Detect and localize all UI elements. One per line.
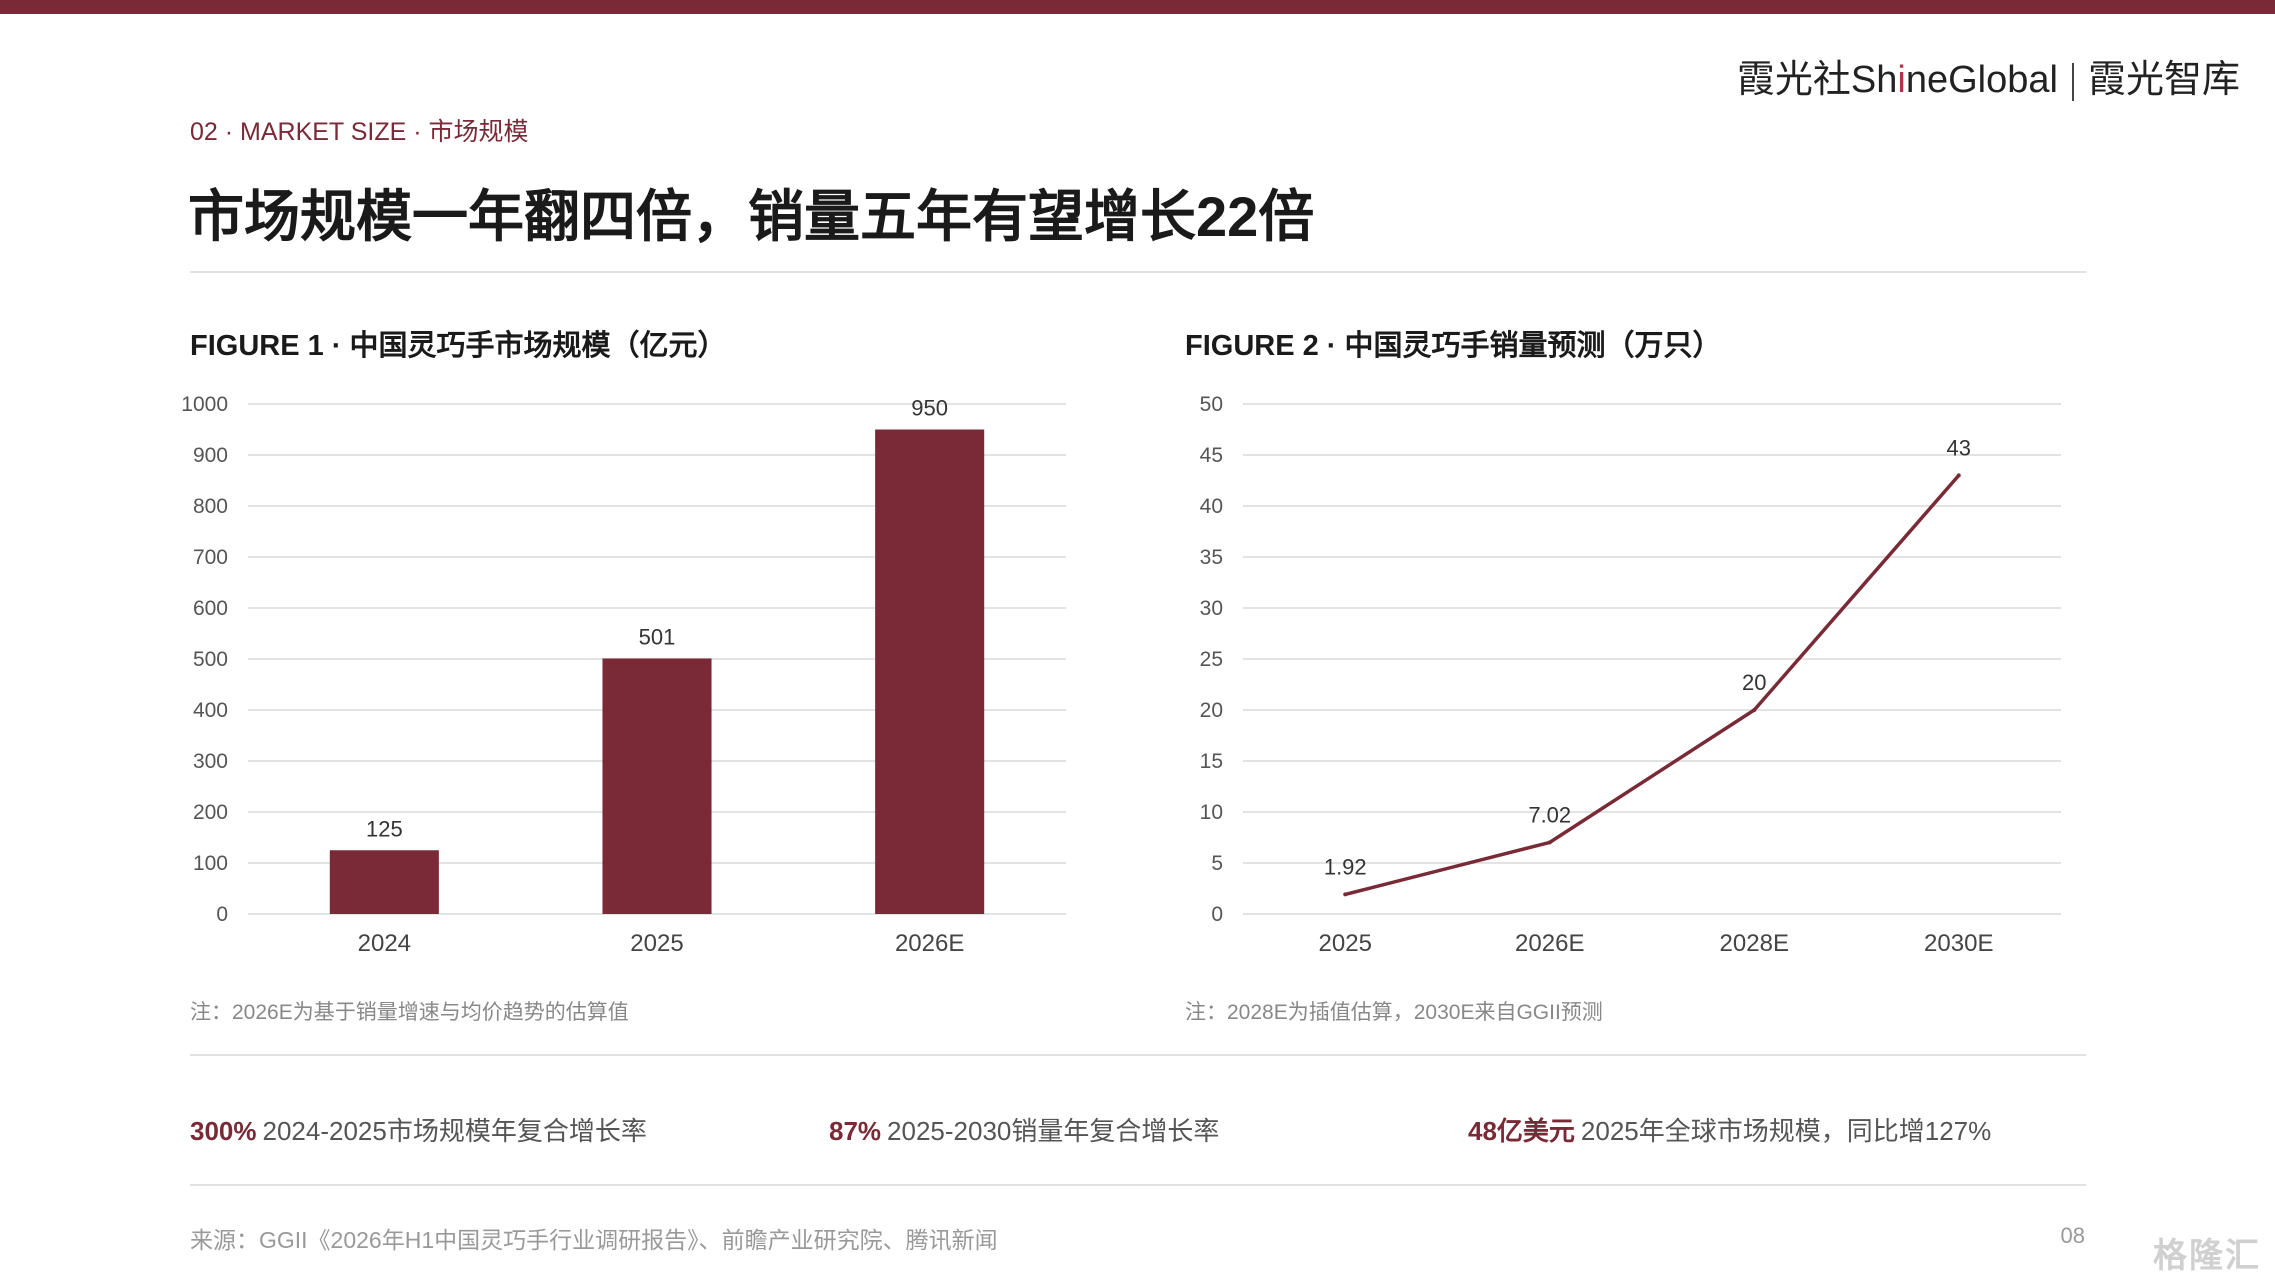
- x-tick-label: 2025: [630, 930, 683, 957]
- brand-name-en-accent: i: [1897, 59, 1906, 101]
- brand-name-cn: 霞光社: [1736, 59, 1851, 101]
- stat-label: 2025-2030销量年复合增长率: [887, 1116, 1220, 1146]
- stat-value: 48亿美元: [1468, 1116, 1575, 1146]
- figure2-note: 注：2028E为插值估算，2030E来自GGII预测: [1185, 1001, 1603, 1024]
- x-tick-label: 2026E: [895, 930, 964, 957]
- y-tick-label: 300: [193, 750, 228, 773]
- stat-label: 2024-2025市场规模年复合增长率: [262, 1116, 647, 1146]
- stats-divider: [190, 1184, 2086, 1186]
- y-tick-label: 800: [193, 495, 228, 518]
- x-tick-label: 2025: [1319, 930, 1372, 957]
- stat-label: 2025年全球市场规模，同比增127%: [1580, 1116, 1992, 1146]
- y-tick-label: 400: [193, 699, 228, 722]
- source-citation: 来源：GGII《2026年H1中国灵巧手行业调研报告》、前瞻产业研究院、腾讯新闻: [190, 1227, 998, 1253]
- watermark: 格隆汇: [2153, 1237, 2261, 1275]
- y-tick-label: 40: [1200, 495, 1223, 518]
- data-label: 20: [1742, 670, 1766, 695]
- page-number: 08: [2060, 1223, 2085, 1248]
- y-tick-label: 15: [1200, 750, 1223, 773]
- y-tick-label: 0: [216, 903, 228, 926]
- x-tick-label: 2024: [358, 930, 411, 957]
- stat-sales-cagr: 87% 2025-2030销量年复合增长率: [829, 1111, 1219, 1148]
- market-size-bar-chart: 0 100 200 300 400 500 600 700 800 900 1000 2024 2025…: [181, 393, 1066, 957]
- data-label: 7.02: [1528, 802, 1571, 827]
- data-point: [1547, 840, 1552, 845]
- title-divider: [190, 271, 2086, 273]
- page-title: 市场规模一年翻四倍，销量五年有望增长22倍: [188, 185, 1315, 248]
- brand-divider: [2071, 62, 2074, 101]
- y-tick-label: 45: [1200, 444, 1223, 467]
- y-tick-label: 10: [1200, 801, 1223, 824]
- data-label: 43: [1947, 435, 1971, 460]
- top-accent-bar: [0, 0, 2275, 14]
- y-tick-label: 25: [1200, 648, 1223, 671]
- y-tick-label: 1000: [181, 393, 228, 416]
- brand-logo: 霞光社ShineGlobal 霞光智库: [1737, 48, 2240, 103]
- y-tick-label: 5: [1211, 852, 1223, 875]
- y-tick-label: 100: [193, 852, 228, 875]
- series-line: [1344, 474, 1961, 897]
- x-tick-label: 2030E: [1924, 930, 1993, 957]
- data-point: [1752, 708, 1757, 712]
- data-point: [1956, 473, 1961, 478]
- x-tick-label: 2028E: [1720, 930, 1789, 957]
- stat-value: 87%: [829, 1116, 882, 1146]
- figure2-title: FIGURE 2 · 中国灵巧手销量预测（万只）: [1185, 330, 1722, 362]
- stat-value: 300%: [190, 1116, 257, 1146]
- x-tick-label: 2026E: [1515, 930, 1584, 957]
- y-tick-label: 30: [1200, 597, 1223, 620]
- figure1-note: 注：2026E为基于销量增速与均价趋势的估算值: [190, 1001, 629, 1024]
- data-label: 501: [639, 624, 676, 649]
- brand-name-en-end: neGlobal: [1905, 59, 2058, 101]
- bar: [875, 429, 985, 914]
- y-tick-label: 0: [1211, 903, 1223, 926]
- figure1-title: FIGURE 1 · 中国灵巧手市场规模（亿元）: [190, 330, 727, 362]
- section-label: 02 · MARKET SIZE · 市场规模: [190, 118, 529, 146]
- data-label: 950: [911, 396, 948, 421]
- data-point: [1343, 892, 1348, 897]
- y-tick-label: 500: [193, 648, 228, 671]
- bar: [329, 850, 439, 914]
- data-label: 125: [366, 816, 403, 841]
- stat-market-cagr: 300% 2024-2025市场规模年复合增长率: [190, 1111, 647, 1148]
- stat-global-market: 48亿美元 2025年全球市场规模，同比增127%: [1468, 1111, 1991, 1148]
- y-tick-label: 50: [1200, 393, 1223, 416]
- brand-think-tank: 霞光智库: [2087, 59, 2240, 101]
- y-tick-label: 900: [193, 444, 228, 467]
- y-tick-label: 600: [193, 597, 228, 620]
- y-tick-label: 20: [1200, 699, 1223, 722]
- y-tick-label: 35: [1200, 546, 1223, 569]
- brand-name-en-start: Sh: [1850, 59, 1898, 101]
- notes-divider: [190, 1054, 2086, 1056]
- y-tick-label: 700: [193, 546, 228, 569]
- data-label: 1.92: [1324, 854, 1367, 879]
- bar: [602, 658, 712, 914]
- y-tick-label: 200: [193, 801, 228, 824]
